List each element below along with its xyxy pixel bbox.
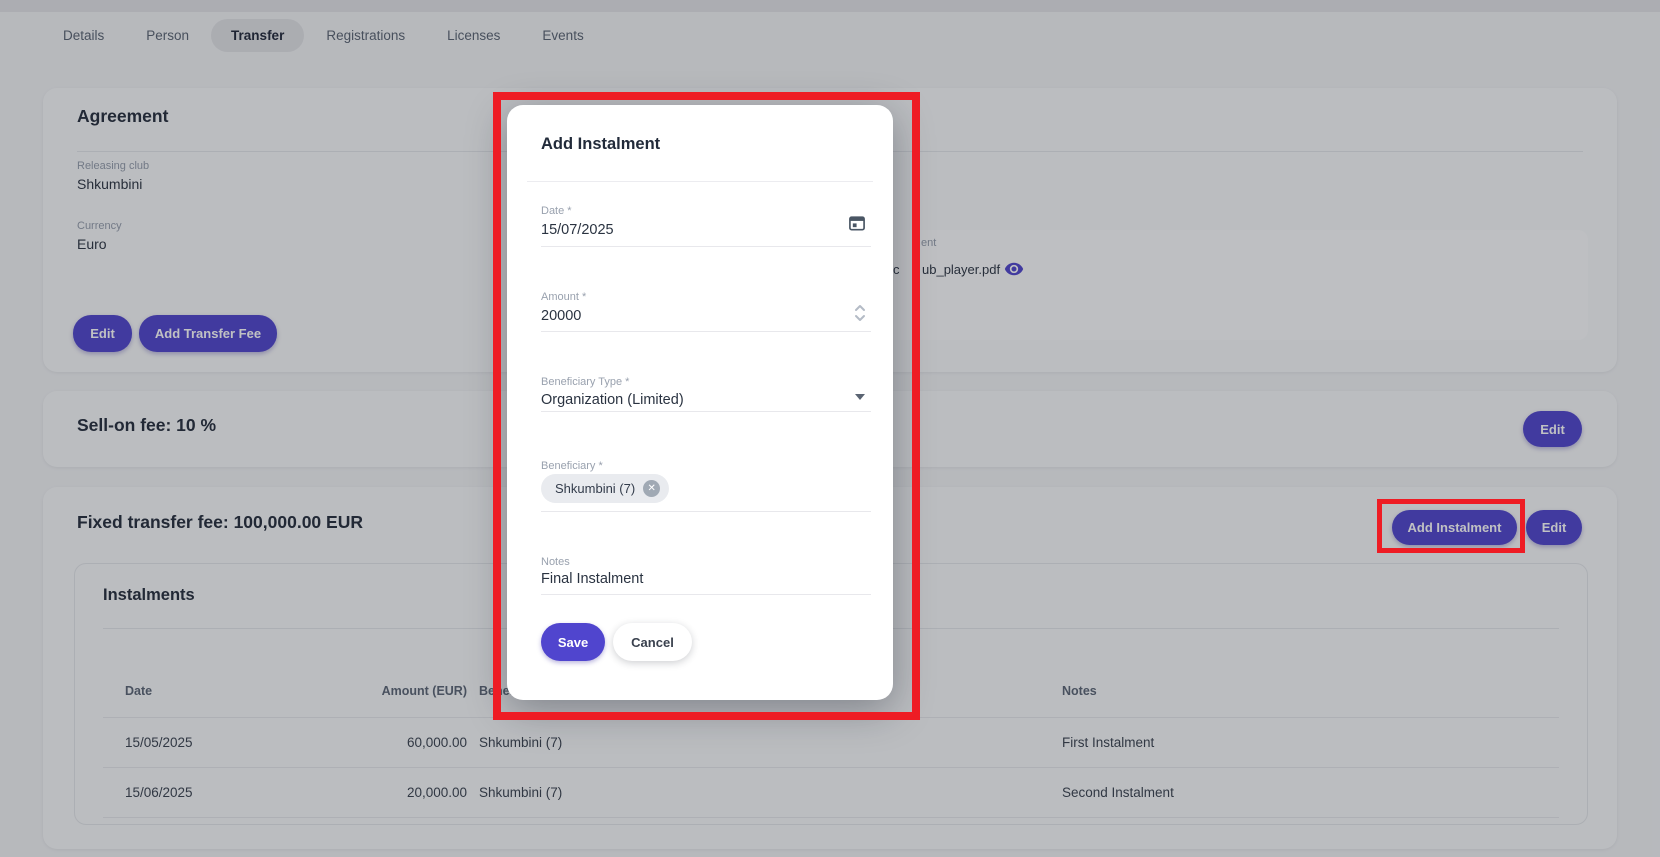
cell-date: 15/05/2025 bbox=[125, 735, 193, 750]
add-instalment-button[interactable]: Add Instalment bbox=[1392, 510, 1517, 545]
tab-details[interactable]: Details bbox=[63, 27, 105, 43]
add-instalment-modal: Add Instalment Date * 15/07/2025 Amount … bbox=[507, 105, 893, 700]
fixed-transfer-fee-heading: Fixed transfer fee: 100,000.00 EUR bbox=[77, 512, 363, 532]
cell-date: 15/06/2025 bbox=[125, 785, 193, 800]
column-header-date: Date bbox=[125, 683, 153, 698]
releasing-club-label: Releasing club bbox=[77, 160, 150, 172]
tab-person[interactable]: Person bbox=[146, 27, 190, 43]
cell-amount: 20,000.00 bbox=[406, 785, 467, 800]
field-underline bbox=[541, 246, 871, 247]
sell-on-fee-heading: Sell-on fee: 10 % bbox=[77, 415, 217, 435]
notes-field-value[interactable]: Final Instalment bbox=[541, 571, 644, 587]
cell-beneficiary: Shkumbini (7) bbox=[479, 735, 563, 750]
add-transfer-fee-button[interactable]: Add Transfer Fee bbox=[139, 315, 277, 352]
cell-notes: Second Instalment bbox=[1062, 785, 1174, 800]
beneficiary-chip[interactable]: Shkumbini (7) ✕ bbox=[541, 474, 670, 503]
amount-field-label: Amount * bbox=[541, 291, 587, 303]
table-row[interactable]: 15/06/2025 20,000.00 Shkumbini (7) Secon… bbox=[103, 768, 1559, 818]
releasing-club-value: Shkumbini bbox=[77, 176, 143, 192]
number-spinner[interactable] bbox=[853, 301, 867, 325]
instalments-title: Instalments bbox=[103, 586, 195, 604]
column-header-notes: Notes bbox=[1062, 683, 1097, 698]
close-icon[interactable]: ✕ bbox=[643, 480, 661, 497]
agreement-edit-button[interactable]: Edit bbox=[73, 315, 132, 352]
beneficiary-field-label: Beneficiary * bbox=[541, 460, 603, 472]
table-row[interactable]: 15/05/2025 60,000.00 Shkumbini (7) First… bbox=[103, 718, 1559, 768]
tab-transfer[interactable]: Transfer bbox=[211, 18, 305, 52]
beneficiary-type-value[interactable]: Organization (Limited) bbox=[541, 392, 684, 408]
date-field-label: Date * bbox=[541, 205, 572, 217]
notes-field-label: Notes bbox=[541, 556, 570, 568]
tab-events[interactable]: Events bbox=[542, 27, 584, 43]
eye-icon[interactable] bbox=[1004, 259, 1024, 279]
top-strip bbox=[0, 0, 1660, 12]
tab-licenses[interactable]: Licenses bbox=[447, 27, 501, 43]
modal-title: Add Instalment bbox=[541, 135, 661, 153]
currency-value: Euro bbox=[77, 236, 107, 252]
cell-beneficiary: Shkumbini (7) bbox=[479, 785, 563, 800]
sell-on-edit-button[interactable]: Edit bbox=[1523, 411, 1582, 447]
divider bbox=[527, 181, 873, 182]
save-button[interactable]: Save bbox=[541, 623, 605, 661]
field-underline bbox=[541, 594, 871, 595]
document-file-name-fragment: c bbox=[893, 262, 900, 277]
cancel-button[interactable]: Cancel bbox=[613, 623, 692, 661]
currency-label: Currency bbox=[77, 220, 122, 232]
column-header-amount: Amount (EUR) bbox=[381, 683, 467, 698]
cell-notes: First Instalment bbox=[1062, 735, 1155, 750]
field-underline bbox=[541, 331, 871, 332]
cell-amount: 60,000.00 bbox=[406, 735, 467, 750]
chevron-down-icon[interactable] bbox=[855, 394, 865, 400]
date-field-value[interactable]: 15/07/2025 bbox=[541, 222, 614, 238]
agreement-title: Agreement bbox=[77, 106, 169, 126]
field-underline bbox=[541, 411, 871, 412]
beneficiary-type-label: Beneficiary Type * bbox=[541, 376, 630, 388]
tab-bar: Details Person Transfer Registrations Li… bbox=[43, 13, 604, 57]
document-file-name: ub_player.pdf bbox=[922, 262, 1001, 277]
document-label-fragment: ent bbox=[921, 237, 937, 249]
calendar-icon[interactable] bbox=[847, 213, 867, 233]
tab-registrations[interactable]: Registrations bbox=[326, 27, 406, 43]
beneficiary-chip-label: Shkumbini (7) bbox=[555, 481, 636, 496]
fixed-fee-edit-button[interactable]: Edit bbox=[1526, 510, 1582, 545]
field-underline bbox=[541, 511, 871, 512]
amount-field-value[interactable]: 20000 bbox=[541, 308, 582, 324]
